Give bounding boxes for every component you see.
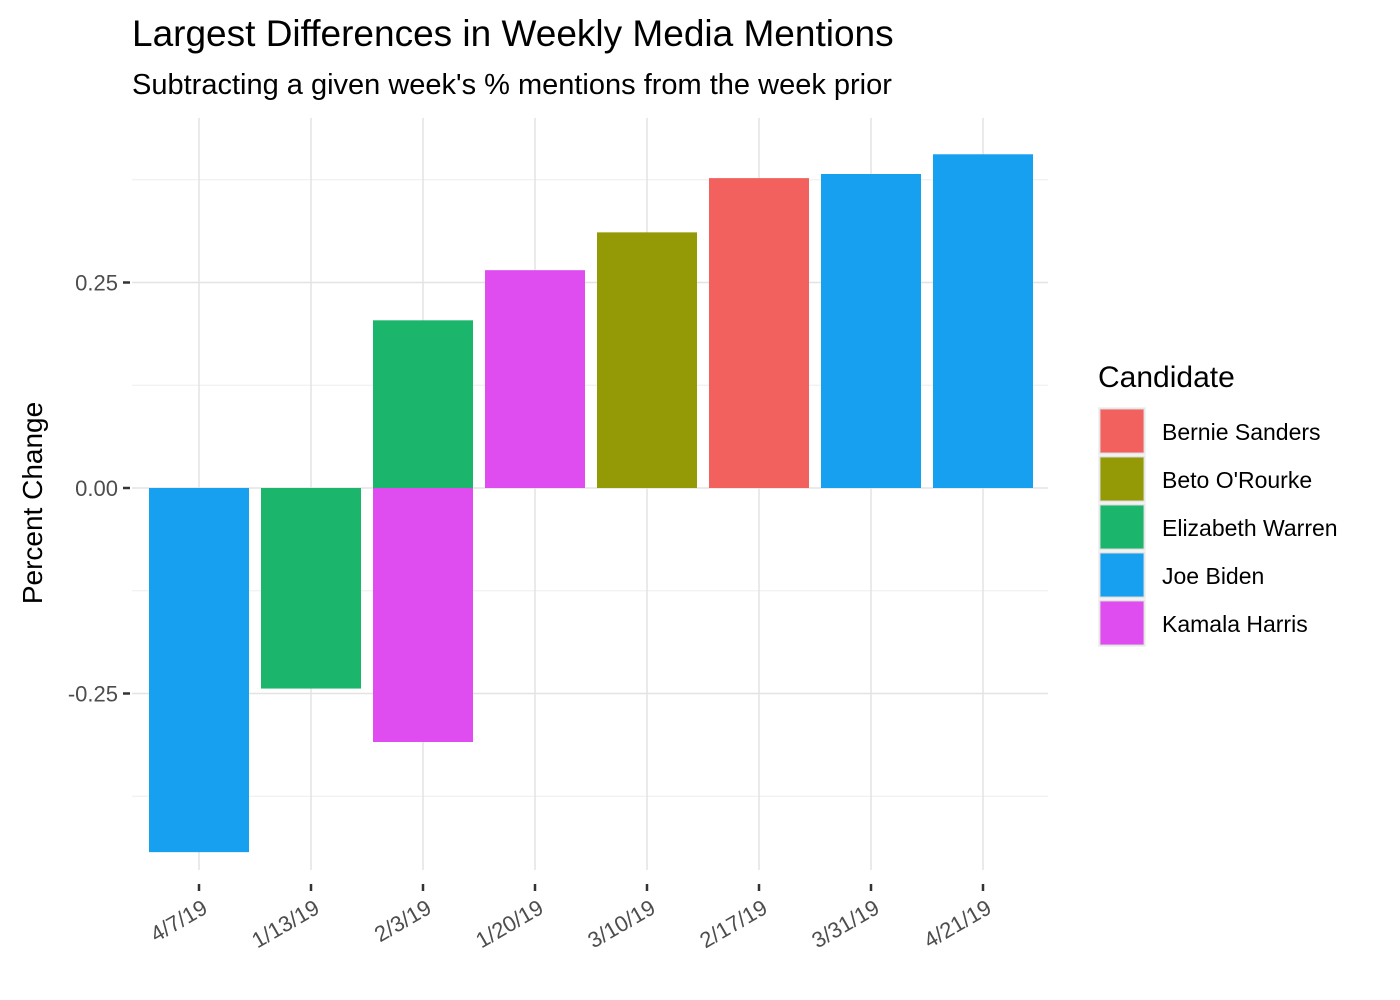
y-tick-label: 0.25 — [75, 271, 118, 296]
x-tick-label: 4/7/19 — [146, 895, 211, 947]
legend: Candidate Bernie Sanders Beto O'Rourke Eli… — [1098, 361, 1338, 647]
bar — [597, 232, 697, 488]
x-tick-label: 1/13/19 — [247, 895, 323, 953]
x-tick-label: 3/31/19 — [807, 895, 883, 953]
legend-label: Bernie Sanders — [1162, 419, 1321, 445]
x-tick-label: 4/21/19 — [919, 895, 995, 953]
chart-title: Largest Differences in Weekly Media Ment… — [132, 13, 894, 54]
legend-key — [1099, 456, 1145, 502]
legend-key — [1099, 552, 1145, 598]
x-tick-label: 3/10/19 — [583, 895, 659, 953]
legend-label: Beto O'Rourke — [1162, 467, 1312, 493]
bar — [261, 488, 361, 689]
x-tick-label: 1/20/19 — [471, 895, 547, 953]
legend-label: Kamala Harris — [1162, 611, 1308, 637]
bar — [485, 270, 585, 488]
y-tick-label: -0.25 — [68, 682, 118, 707]
bar-series — [149, 154, 1033, 853]
legend-key — [1099, 504, 1145, 550]
bar — [149, 488, 249, 853]
bar — [933, 154, 1033, 488]
y-tick-label: 0.00 — [75, 476, 118, 501]
legend-key — [1099, 408, 1145, 454]
bar — [709, 178, 809, 488]
x-tick-label: 2/3/19 — [370, 895, 435, 947]
legend-label: Joe Biden — [1162, 563, 1264, 589]
chart-header: Largest Differences in Weekly Media Ment… — [132, 13, 894, 101]
bar — [373, 488, 473, 742]
bar — [821, 173, 921, 488]
bar — [373, 320, 473, 488]
x-tick-label: 2/17/19 — [695, 895, 771, 953]
legend-label: Elizabeth Warren — [1162, 515, 1338, 541]
y-axis-label: Percent Change — [17, 402, 48, 604]
chart-subtitle: Subtracting a given week's % mentions fr… — [132, 69, 892, 101]
legend-key — [1099, 600, 1145, 646]
legend-title: Candidate — [1098, 361, 1235, 394]
